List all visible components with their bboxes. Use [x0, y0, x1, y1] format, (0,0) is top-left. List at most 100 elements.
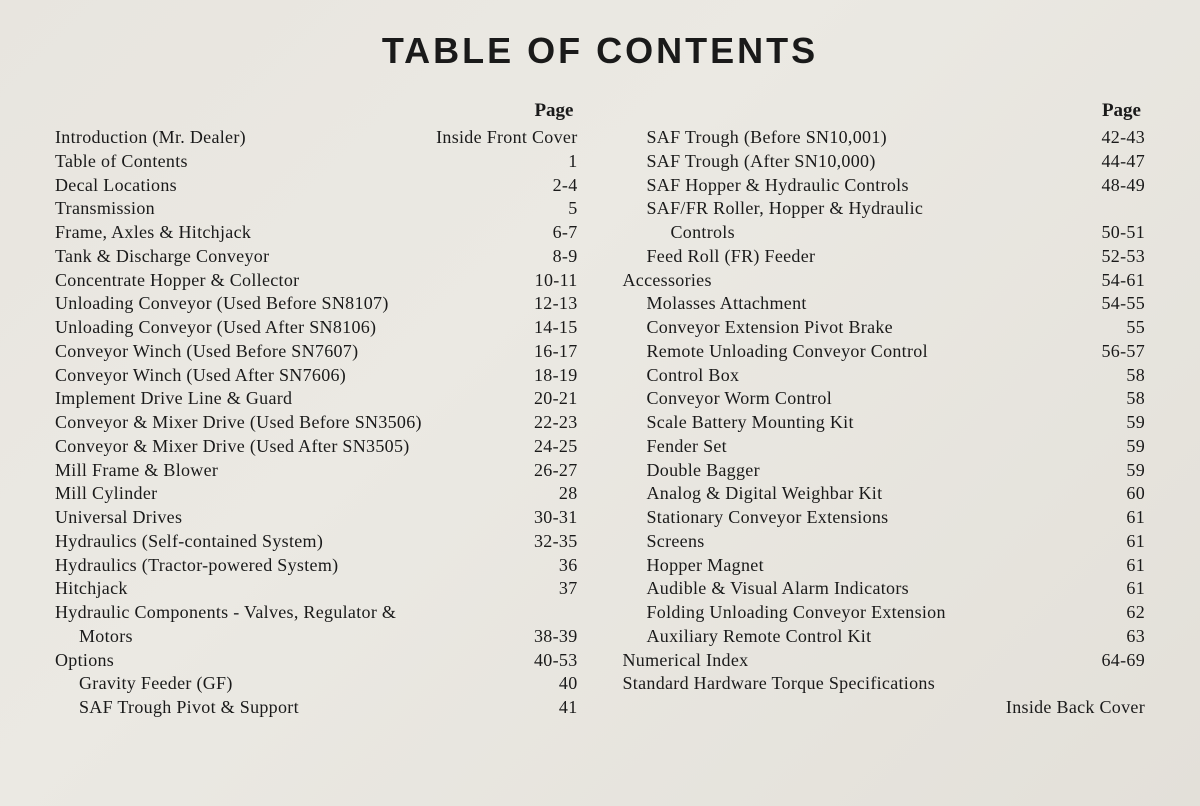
toc-row: Conveyor & Mixer Drive (Used After SN350… — [55, 435, 578, 459]
toc-row: Audible & Visual Alarm Indicators 61 — [623, 577, 1146, 601]
toc-entry-page: 48-49 — [1102, 174, 1146, 198]
toc-row: Unloading Conveyor (Used Before SN8107)1… — [55, 292, 578, 316]
toc-row: Folding Unloading Conveyor Extension62 — [623, 601, 1146, 625]
toc-column-right: Page SAF Trough (Before SN10,001) 42-43 SA… — [623, 100, 1146, 720]
toc-entry-page: 12-13 — [534, 292, 578, 316]
toc-entry-page: 10-11 — [535, 269, 578, 293]
toc-entry-label: Hydraulics (Tractor-powered System) — [55, 554, 338, 578]
toc-entry-page: 30-31 — [534, 506, 578, 530]
toc-entry-page: 5 — [568, 197, 577, 221]
toc-row: Table of Contents1 — [55, 150, 578, 174]
toc-entry-page: 22-23 — [534, 411, 578, 435]
toc-entry-page: 61 — [1126, 506, 1145, 530]
toc-row: Conveyor Winch (Used After SN7606) 18-19 — [55, 364, 578, 388]
toc-entry-label: SAF/FR Roller, Hopper & Hydraulic — [623, 197, 924, 221]
toc-entry-label: Frame, Axles & Hitchjack — [55, 221, 251, 245]
toc-row: Conveyor Worm Control58 — [623, 387, 1146, 411]
toc-row: Analog & Digital Weighbar Kit 60 — [623, 482, 1146, 506]
toc-row: Conveyor Winch (Used Before SN7607)16-17 — [55, 340, 578, 364]
toc-entry-label: Auxiliary Remote Control Kit — [623, 625, 872, 649]
toc-entry-page: 61 — [1126, 577, 1145, 601]
toc-entry-page: 26-27 — [534, 459, 578, 483]
toc-row: Hydraulics (Tractor-powered System) 36 — [55, 554, 578, 578]
toc-column-left: Page Introduction (Mr. Dealer)Inside Fro… — [55, 100, 578, 720]
toc-entry-page: 54-55 — [1102, 292, 1146, 316]
toc-entry-page: 59 — [1126, 459, 1145, 483]
toc-entry-page: 40 — [559, 672, 578, 696]
toc-row: Standard Hardware Torque Specifications — [623, 672, 1146, 696]
toc-entry-label: Gravity Feeder (GF) — [55, 672, 233, 696]
toc-entry-label: Hydraulics (Self-contained System) — [55, 530, 323, 554]
toc-row: Control Box58 — [623, 364, 1146, 388]
toc-entry-label: Conveyor Winch (Used Before SN7607) — [55, 340, 358, 364]
toc-entry-label: Table of Contents — [55, 150, 188, 174]
toc-row: Remote Unloading Conveyor Control56-57 — [623, 340, 1146, 364]
toc-entry-page: 18-19 — [534, 364, 578, 388]
toc-row: Fender Set59 — [623, 435, 1146, 459]
toc-entry-label: SAF Trough (After SN10,000) — [623, 150, 876, 174]
toc-entry-label: Accessories — [623, 269, 712, 293]
toc-row: Double Bagger 59 — [623, 459, 1146, 483]
toc-entry-page: 58 — [1126, 387, 1145, 411]
toc-entry-label: SAF Hopper & Hydraulic Controls — [623, 174, 909, 198]
toc-entry-label: Analog & Digital Weighbar Kit — [623, 482, 883, 506]
toc-row: Numerical Index 64-69 — [623, 649, 1146, 673]
toc-row: Mill Frame & Blower 26-27 — [55, 459, 578, 483]
toc-entry-page: 36 — [559, 554, 578, 578]
page-title: TABLE OF CONTENTS — [55, 30, 1145, 72]
toc-entry-label: Hopper Magnet — [623, 554, 764, 578]
toc-entry-page: 24-25 — [534, 435, 578, 459]
toc-columns: Page Introduction (Mr. Dealer)Inside Fro… — [55, 100, 1145, 720]
toc-entry-page: Inside Back Cover — [1006, 696, 1145, 720]
toc-entry-label: Stationary Conveyor Extensions — [623, 506, 889, 530]
toc-entry-label: Standard Hardware Torque Specifications — [623, 672, 936, 696]
toc-entry-page: 41 — [559, 696, 578, 720]
toc-entry-label: Double Bagger — [623, 459, 760, 483]
toc-entry-label: Conveyor & Mixer Drive (Used After SN350… — [55, 435, 410, 459]
toc-row: Frame, Axles & Hitchjack6-7 — [55, 221, 578, 245]
toc-entry-label: Conveyor Winch (Used After SN7606) — [55, 364, 346, 388]
toc-entry-label: Folding Unloading Conveyor Extension — [623, 601, 946, 625]
toc-entry-page: 59 — [1126, 435, 1145, 459]
toc-entry-label: Universal Drives — [55, 506, 182, 530]
toc-row: Auxiliary Remote Control Kit63 — [623, 625, 1146, 649]
toc-entry-label: SAF Trough (Before SN10,001) — [623, 126, 887, 150]
toc-entry-page: 59 — [1126, 411, 1145, 435]
toc-row: Conveyor & Mixer Drive (Used Before SN35… — [55, 411, 578, 435]
toc-row: SAF/FR Roller, Hopper & Hydraulic — [623, 197, 1146, 221]
toc-row: Hitchjack37 — [55, 577, 578, 601]
toc-row: Hydraulic Components - Valves, Regulator… — [55, 601, 578, 625]
toc-row: Stationary Conveyor Extensions 61 — [623, 506, 1146, 530]
toc-row: Scale Battery Mounting Kit59 — [623, 411, 1146, 435]
page-header-right: Page — [623, 100, 1146, 122]
toc-row: Universal Drives 30-31 — [55, 506, 578, 530]
toc-entry-page: 56-57 — [1102, 340, 1146, 364]
toc-row: Concentrate Hopper & Collector 10-11 — [55, 269, 578, 293]
toc-entry-page: 2-4 — [553, 174, 578, 198]
toc-entry-label: Tank & Discharge Conveyor — [55, 245, 269, 269]
toc-entry-page: 20-21 — [534, 387, 578, 411]
toc-row: Controls50-51 — [623, 221, 1146, 245]
toc-entry-page: 50-51 — [1102, 221, 1146, 245]
toc-entry-label: Introduction (Mr. Dealer) — [55, 126, 246, 150]
toc-entry-label: Audible & Visual Alarm Indicators — [623, 577, 909, 601]
toc-entry-label: Motors — [55, 625, 133, 649]
toc-entry-label: Transmission — [55, 197, 155, 221]
toc-entry-page: 42-43 — [1102, 126, 1146, 150]
toc-entry-label: Screens — [623, 530, 705, 554]
toc-entry-label: Numerical Index — [623, 649, 749, 673]
toc-entry-label: Feed Roll (FR) Feeder — [623, 245, 816, 269]
toc-entry-page: 37 — [559, 577, 578, 601]
toc-entry-page: 32-35 — [534, 530, 578, 554]
toc-row: Unloading Conveyor (Used After SN8106)14… — [55, 316, 578, 340]
toc-entry-page: 60 — [1126, 482, 1145, 506]
toc-row: Motors38-39 — [55, 625, 578, 649]
toc-entry-label: Mill Frame & Blower — [55, 459, 218, 483]
toc-entry-page: 40-53 — [534, 649, 578, 673]
toc-row: Tank & Discharge Conveyor 8-9 — [55, 245, 578, 269]
toc-entry-page: 14-15 — [534, 316, 578, 340]
toc-entry-page: 8-9 — [553, 245, 578, 269]
toc-entry-page: 64-69 — [1102, 649, 1146, 673]
toc-entry-label: Concentrate Hopper & Collector — [55, 269, 299, 293]
toc-row: Conveyor Extension Pivot Brake55 — [623, 316, 1146, 340]
